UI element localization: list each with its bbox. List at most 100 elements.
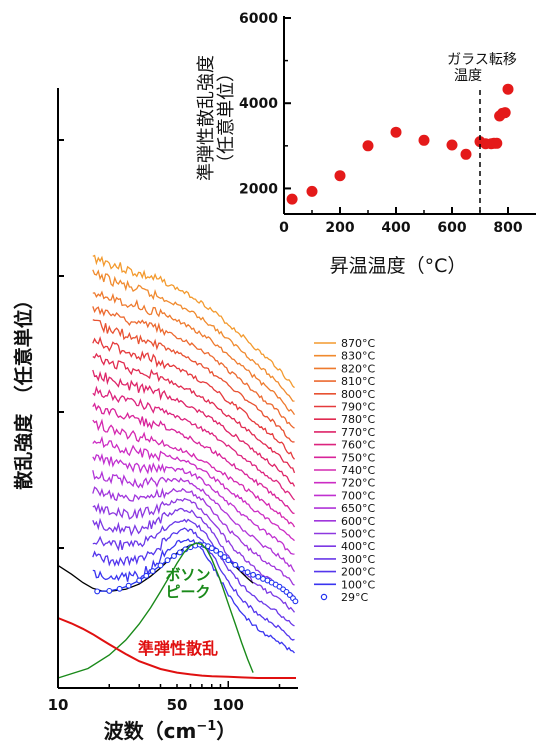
main-legend: 870°C830°C820°C810°C800°C790°C780°C770°C… [314,337,375,604]
legend-marker [320,593,328,601]
legend-label: 740°C [341,464,375,477]
series-line-200°C [92,527,295,641]
series-line-780°C [92,352,296,474]
sample-29C-point [106,587,113,594]
main-axes: 10 50 100 [48,88,298,714]
inset-y-tick-label: 4000 [239,96,278,112]
sample-29C-point [171,553,177,559]
series-line-400°C [92,507,296,613]
sample-29C-point [208,545,215,552]
sample-29C-point [149,568,156,575]
inset-points-group [286,83,514,205]
inset-data-point [306,185,318,197]
inset-x-tick-label: 400 [381,220,410,236]
sample-29C-point [221,554,228,561]
sample-29C-point [250,571,257,578]
sample-29C-point [116,585,123,592]
quasielastic-label: 準弾性散乱 [138,639,218,658]
legend-label: 760°C [341,439,375,452]
main-x-axis-label-sup: −1 [196,719,216,734]
sample-29C-point [94,588,101,595]
main-series-group [92,254,296,654]
inset-data-point [286,193,298,205]
series-line-300°C [92,518,295,627]
legend-label: 100°C [341,578,375,591]
sample-29C-point [143,572,150,579]
inset-x-tick-label: 800 [493,220,522,236]
inset-data-point [418,134,430,146]
series-line-820°C [92,290,296,416]
legend-label: 29°C [341,591,368,604]
boson-peak-label-line: ボソン [165,566,210,584]
glass-transition-label-line2: 温度 [454,68,482,84]
main-plot: 10 50 100 870°C830°C820°C810°C800°C790°C78… [12,88,375,743]
series-line-830°C [92,269,295,402]
inset-data-point [334,170,346,182]
series-line-750°C [92,402,295,515]
inset-x-tick-label: 200 [325,220,354,236]
series-line-100°C [92,538,295,654]
main-x-tick-label: 10 [48,696,69,714]
main-x-axis-label: 波数（cm−1） [104,719,237,743]
inset-y-axis-label: 準弾性散乱強度（任意単位） [196,55,237,181]
series-line-650°C [92,470,296,573]
legend-label: 650°C [341,502,375,515]
main-x-tick-label: 100 [213,696,244,714]
series-line-500°C [92,497,296,600]
inset-y-tick-label: 6000 [239,11,278,27]
sample-29C-point [157,562,164,569]
series-line-740°C [92,418,296,528]
legend-label: 720°C [341,477,375,490]
inset-data-point [362,140,374,152]
legend-label: 870°C [341,337,375,350]
sample-29C-point [217,551,224,557]
sample-29C-point [136,577,143,584]
legend-label: 820°C [341,362,375,375]
series-line-870°C [92,254,295,389]
series-line-600°C [92,486,295,586]
sample-29C-point [213,547,220,554]
quasielastic-curve [57,617,296,679]
legend-label: 600°C [341,515,375,528]
main-x-axis-label-text: 波数（cm [104,719,197,743]
inset-y-axis-label-line: （任意単位） [216,64,237,172]
inset-data-point [446,139,458,151]
legend-label: 780°C [341,413,375,426]
sample-29C-point [244,569,251,576]
sample-29C-point [238,566,245,572]
sample-29C-point [232,561,239,568]
sample-29C-point [225,557,232,564]
inset-y-axis-label-line: 準弾性散乱強度 [196,55,217,181]
series-line-790°C [92,336,296,460]
legend-label: 200°C [341,566,375,579]
inset-x-tick-label: 0 [279,220,289,236]
series-line-720°C [92,435,295,542]
sample-29C-point [292,598,299,605]
series-line-810°C [92,306,295,429]
legend-label: 750°C [341,451,375,464]
legend-label: 400°C [341,540,375,553]
inset-y-tick-label: 2000 [239,181,278,197]
legend-label: 500°C [341,528,375,541]
sample-29C-point [255,573,262,580]
series-line-700°C [92,453,295,555]
main-peaks-group [57,542,296,679]
legend-label: 300°C [341,553,375,566]
inset-axes: 2000 4000 6000 0 200 400 600 800 [239,11,536,236]
sample-29C-point [176,549,183,556]
inset-data-point [491,137,503,149]
inset-data-point [502,83,514,95]
glass-transition-label-line1: ガラス転移 [447,52,517,68]
legend-label: 810°C [341,375,375,388]
inset-data-point [499,107,511,119]
boson-peak-label-line: ピーク [165,583,210,601]
legend-label: 700°C [341,489,375,502]
sample-29C-point [164,557,171,564]
series-line-770°C [92,369,296,487]
boson-peak-label: ボソンピーク [165,566,210,601]
boson-peak-curve [57,542,254,679]
main-points-group [94,541,299,605]
inset-x-axis-label: 昇温温度（°C） [330,255,467,277]
series-line-800°C [92,319,295,443]
